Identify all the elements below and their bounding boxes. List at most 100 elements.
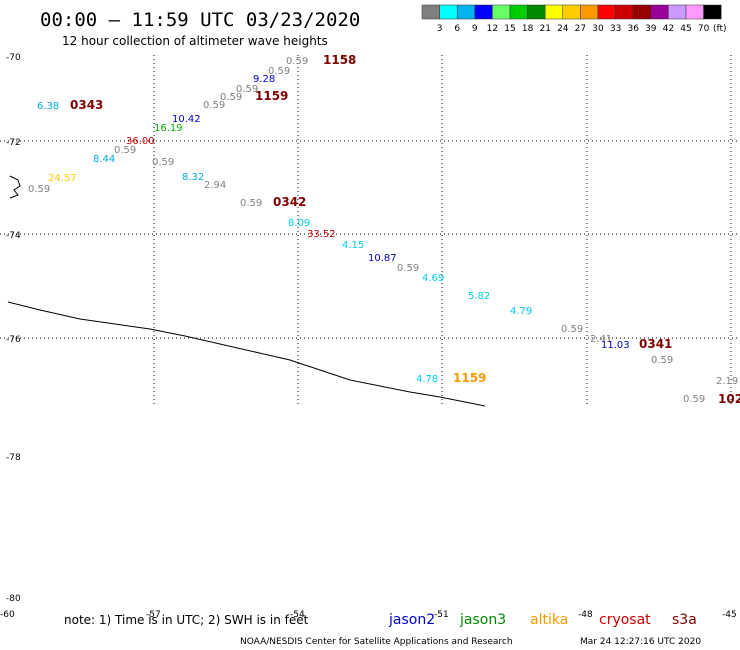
wave-height-label: 10.87: [368, 253, 397, 264]
wave-height-label: 33.52: [307, 229, 336, 240]
colorbar-label: 27: [575, 24, 586, 34]
colorbar-swatch: [703, 4, 722, 20]
colorbar-label: 42: [663, 24, 674, 34]
wave-height-label: 6.38: [37, 101, 59, 112]
satellite-legend-s3a: s3a: [672, 612, 697, 628]
colorbar-swatch: [597, 4, 616, 20]
wave-height-label: 0.59: [236, 84, 258, 95]
colorbar-swatch: [421, 4, 440, 20]
satellite-legend-cryosat: cryosat: [599, 612, 651, 628]
wave-height-label: 10.42: [172, 114, 201, 125]
colorbar-swatch: [509, 4, 528, 20]
pass-time-label: 1158: [323, 53, 356, 67]
map-subtitle: 12 hour collection of altimeter wave hei…: [62, 34, 328, 48]
colorbar-swatch: [527, 4, 546, 20]
wave-height-label: 0.59: [28, 184, 50, 195]
wave-height-label: 0.59: [268, 66, 290, 77]
satellite-legend-jason3: jason3: [459, 612, 506, 628]
wave-height-label: 5.82: [468, 291, 490, 302]
colorbar-swatch: [668, 4, 687, 20]
colorbar-label: 12: [487, 24, 498, 34]
footer-note: note: 1) Time is in UTC; 2) SWH is in fe…: [64, 613, 309, 627]
wave-height-label: 0.59: [561, 324, 583, 335]
wave-height-label: 0.59: [651, 355, 673, 366]
lat-label: -76: [6, 335, 21, 345]
wave-height-label: 0.59: [683, 394, 705, 405]
wave-height-label: 9.28: [253, 74, 275, 85]
lon-label: -54: [290, 610, 305, 620]
wave-height-label: 2.94: [204, 180, 226, 191]
wave-height-label: 24.57: [48, 173, 77, 184]
wave-height-label: 0.59: [397, 263, 419, 274]
lon-label: -45: [722, 610, 737, 620]
lat-label: -78: [6, 453, 21, 463]
colorbar-swatch: [544, 4, 564, 20]
map-title: 00:00 – 11:59 UTC 03/23/2020: [40, 9, 360, 31]
pass-time-label: 1159: [453, 371, 486, 385]
lon-label: -51: [434, 610, 449, 620]
wave-height-label: 8.32: [182, 172, 204, 183]
pass-time-label: 0342: [273, 195, 306, 209]
pass-time-label: 0343: [70, 98, 103, 112]
wave-height-label: 0.59: [240, 198, 262, 209]
lat-label: -70: [6, 53, 21, 63]
colorbar-label: 9: [472, 24, 478, 34]
wave-height-label: 8.09: [288, 218, 310, 229]
colorbar-unit: (ft): [713, 24, 727, 34]
colorbar-swatch: [685, 4, 704, 20]
colorbar-label: 36: [627, 24, 639, 34]
lat-label: -74: [6, 231, 21, 241]
credit-text: NOAA/NESDIS Center for Satellite Applica…: [240, 637, 513, 647]
lat-label: -72: [6, 138, 21, 148]
wave-height-label: 4.15: [342, 240, 364, 251]
colorbar-label: 15: [504, 24, 515, 34]
colorbar-swatch: [492, 4, 511, 20]
wave-height-label: 16.19: [154, 123, 183, 134]
colorbar-label: 39: [645, 24, 657, 34]
wave-height-label: 11.03: [601, 340, 630, 351]
colorbar-swatch: [632, 4, 652, 20]
colorbar-label: 18: [522, 24, 534, 34]
wave-height-label: 8.44: [93, 154, 115, 165]
island-coastline: [9, 175, 21, 199]
colorbar-label: 21: [539, 24, 550, 34]
wave-height-label: 2.41: [590, 334, 612, 345]
colorbar-label: 24: [557, 24, 569, 34]
wave-height-label: 0.59: [203, 100, 225, 111]
color-scale-legend: 3 6 9 12 15 18 21 24 27 30 33 36 39 42 45 70: [421, 4, 722, 34]
colorbar-swatch: [562, 4, 581, 20]
colorbar-swatch: [474, 4, 493, 20]
wave-height-label: 2.19: [716, 376, 738, 387]
wave-height-label: 4.79: [510, 306, 532, 317]
wave-height-label: 0.59: [152, 157, 174, 168]
lon-label: -60: [0, 610, 15, 620]
wave-height-label: 36.00: [126, 136, 155, 147]
colorbar-label: 6: [454, 24, 460, 34]
colorbar-label: 33: [610, 24, 621, 34]
wave-height-label: 0.59: [286, 56, 308, 67]
colorbar-label: 70: [698, 24, 710, 34]
colorbar-swatch: [580, 4, 599, 20]
satellite-legend-jason2: jason2: [388, 612, 435, 628]
lon-label: -57: [146, 610, 161, 620]
wave-height-label: 0.59: [220, 92, 242, 103]
lat-label: -80: [6, 594, 21, 604]
colorbar-label: 30: [592, 24, 604, 34]
lon-label: -48: [578, 610, 593, 620]
pass-time-label: 1159: [255, 89, 288, 103]
wave-height-label: 0.59: [114, 145, 136, 156]
colorbar-swatch: [456, 4, 476, 20]
pass-time-label: 0341: [639, 337, 672, 351]
wave-height-label: 4.78: [416, 374, 438, 385]
colorbar-label: 45: [680, 24, 691, 34]
timestamp-text: Mar 24 12:27:16 UTC 2020: [580, 637, 701, 647]
coastline: [7, 301, 486, 407]
colorbar-swatch: [650, 4, 669, 20]
colorbar-label: 3: [437, 24, 443, 34]
pass-time-label: 102: [718, 392, 740, 406]
lat-lon-grid: [0, 55, 740, 406]
colorbar-swatch: [615, 4, 634, 20]
satellite-legend-altika: altika: [530, 612, 568, 628]
wave-height-label: 4.69: [422, 273, 444, 284]
